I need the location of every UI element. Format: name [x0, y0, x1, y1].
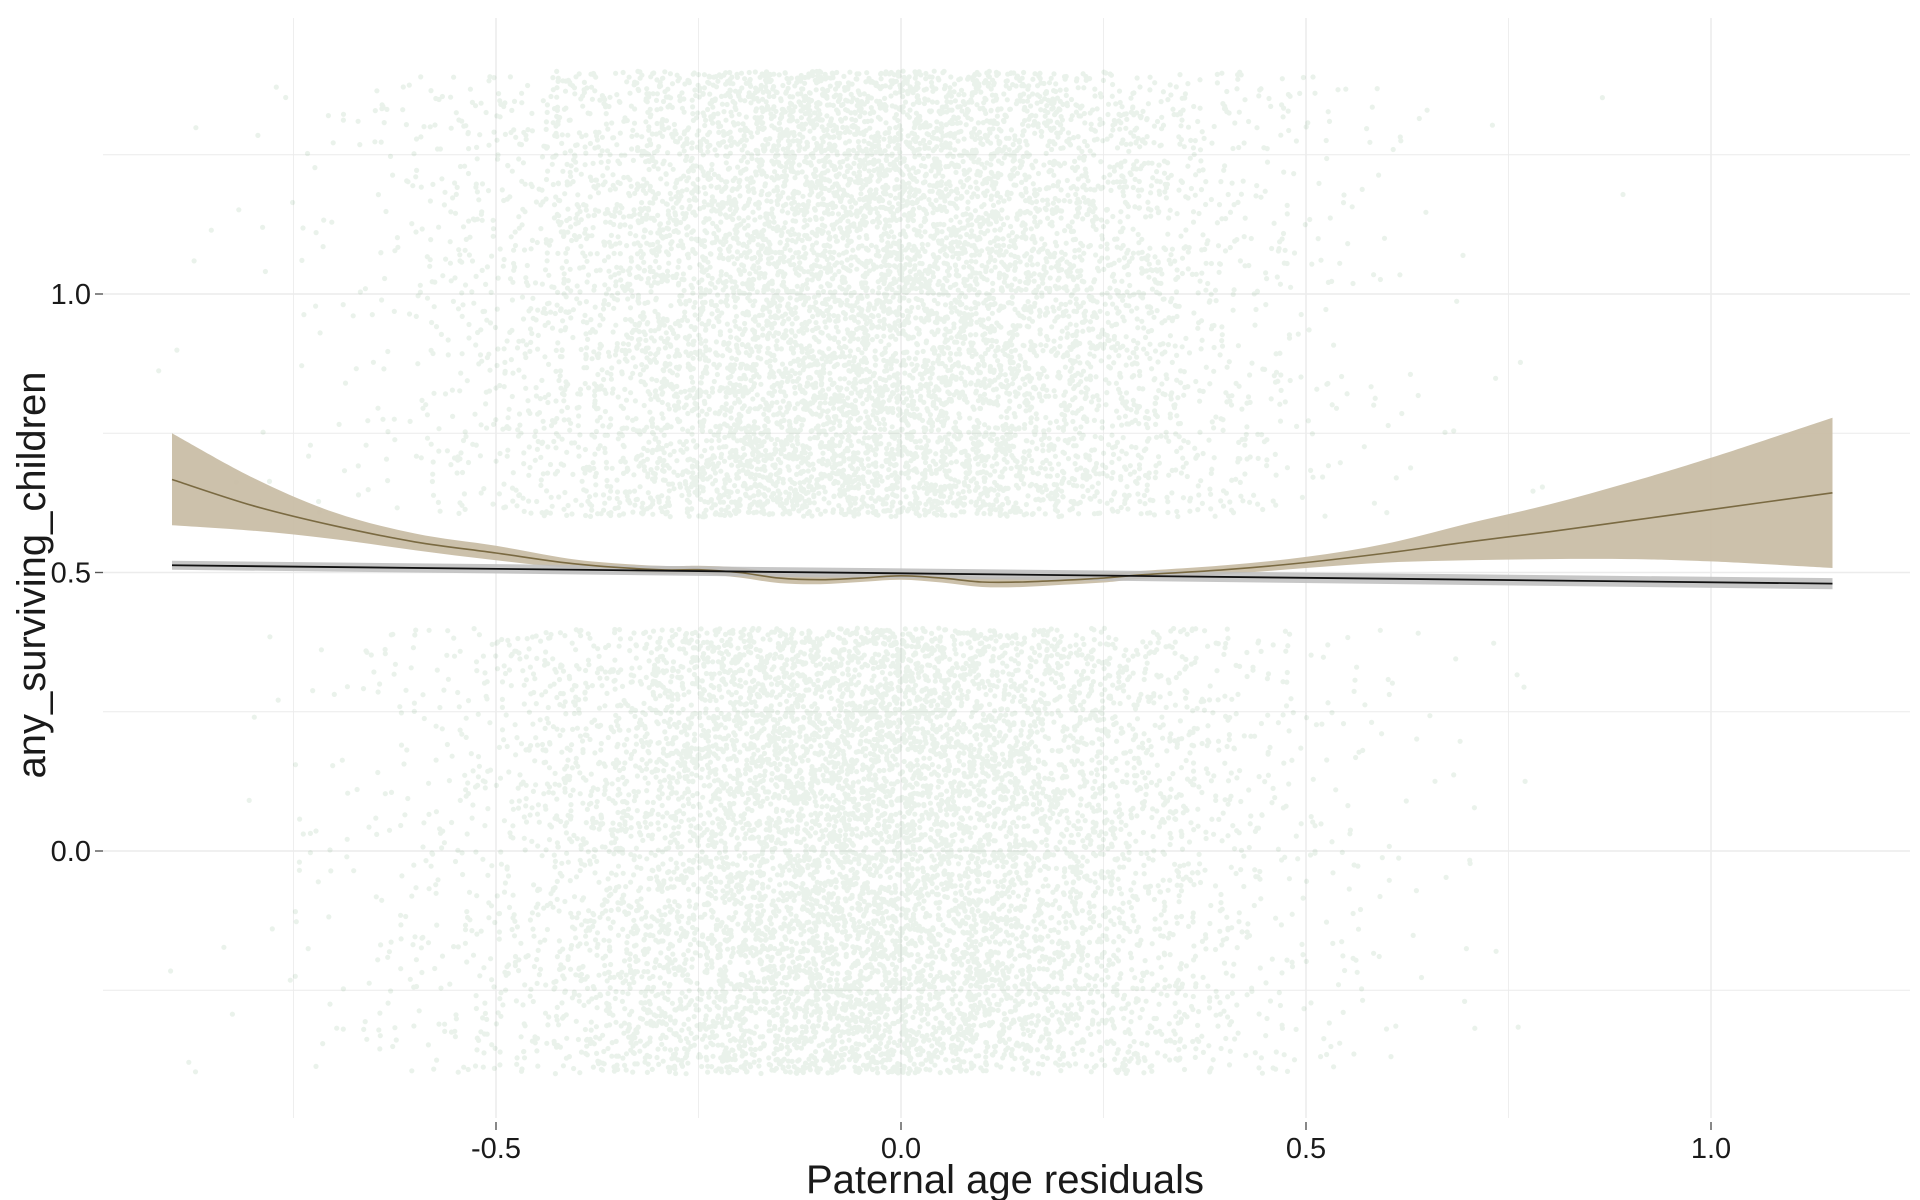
- y-tick-label: 1.0: [51, 279, 91, 311]
- x-tick-label: 0.0: [881, 1133, 921, 1165]
- x-tick-label: 0.5: [1286, 1133, 1326, 1165]
- x-tick-label: -0.5: [471, 1133, 521, 1165]
- x-axis-title: Paternal age residuals: [806, 1158, 1204, 1200]
- scatter-points: [156, 68, 1626, 1077]
- scatter-point-cloud: [156, 68, 1626, 1077]
- y-tick-label: 0.5: [51, 558, 91, 590]
- loess-confidence-band: [172, 417, 1833, 588]
- loess-fit-line: [171, 478, 1833, 584]
- grid-lines: [103, 18, 1910, 1118]
- y-axis-ticks: 0.0 0.5 1.0: [51, 279, 103, 868]
- x-tick-label: 1.0: [1691, 1133, 1731, 1165]
- trend-lines: [171, 478, 1833, 585]
- y-tick-label: 0.0: [51, 836, 91, 868]
- y-axis-title: any_surviving_children: [10, 372, 54, 779]
- linear-fit-line: [171, 564, 1833, 585]
- x-axis-ticks: -0.5 0.0 0.5 1.0: [471, 1122, 1731, 1165]
